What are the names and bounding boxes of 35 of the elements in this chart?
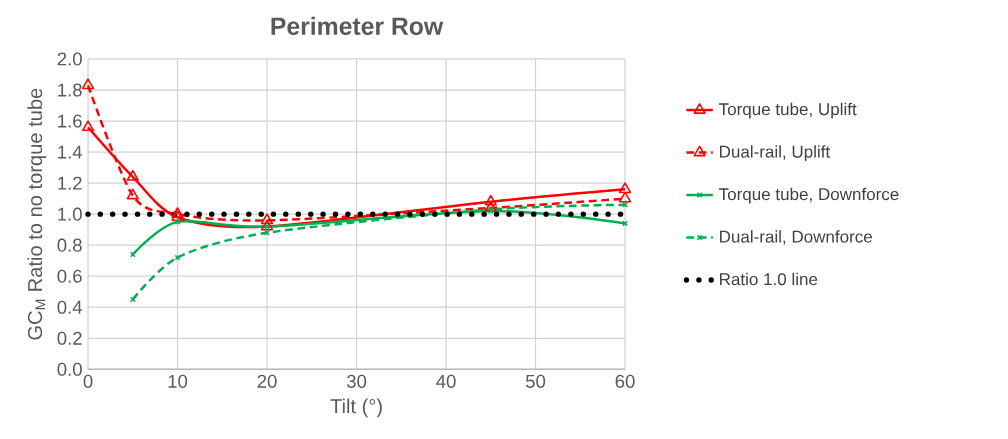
point [484, 194, 497, 206]
x-tick-label: 20 [257, 374, 277, 388]
y-tick-label: 0.6 [57, 269, 82, 283]
point [260, 213, 274, 225]
y-tick-label: 0.4 [57, 300, 83, 314]
y-tick-label: 0.8 [57, 238, 82, 252]
x-tick-label: 60 [615, 374, 635, 388]
y-tick-label: 1.0 [58, 207, 82, 221]
y-tick-label: 0.0 [57, 362, 82, 376]
x-tick-label: 50 [525, 374, 546, 388]
y-axis-title: GC$_{M}$ Ratio to no torque tube [27, 88, 47, 340]
point [174, 254, 181, 261]
x-tick-label: 40 [436, 374, 456, 388]
y-tick-label: 1.8 [58, 83, 82, 97]
point [81, 78, 95, 90]
y-tick-label: 1.4 [58, 145, 83, 159]
x-tick-label: 30 [346, 374, 367, 388]
point [618, 182, 632, 194]
chart-title: Perimeter Row [271, 16, 444, 35]
x-tick-label: 0 [83, 374, 93, 388]
x-axis-title: Tilt (°) [330, 398, 382, 418]
x-tick-label: 10 [168, 374, 188, 388]
legend-label: Dual-rail, Downforce [720, 230, 872, 245]
legend-label: Dual-rail, Uplift [720, 145, 831, 161]
point [260, 219, 274, 231]
y-tick-label: 1.2 [58, 176, 82, 190]
point [126, 188, 139, 200]
y-tick-label: 0.2 [57, 331, 82, 345]
point [126, 169, 139, 181]
legend-label: Torque tube, Uplift [719, 102, 857, 119]
y-tick-label: 2.0 [57, 52, 82, 66]
point [81, 120, 95, 131]
y-tick-label: 1.6 [58, 114, 82, 128]
legend-label: Ratio 1.0 line [720, 272, 818, 286]
legend-label: Torque tube, Downforce [719, 187, 899, 204]
